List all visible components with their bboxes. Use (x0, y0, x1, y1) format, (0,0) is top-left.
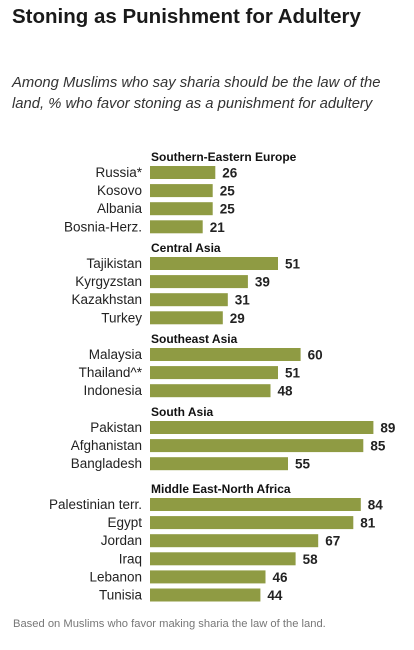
category-label: Bangladesh (71, 456, 142, 471)
bar (150, 275, 248, 289)
bar (150, 588, 261, 602)
chart-title: Stoning as Punishment for Adultery (12, 5, 361, 28)
bar (150, 457, 288, 471)
bar (150, 257, 278, 270)
bar (150, 552, 296, 566)
chart-subtitle: Among Muslims who say sharia should be t… (12, 75, 381, 112)
category-label: Bosnia-Herz. (64, 219, 142, 234)
category-label: Egypt (107, 515, 142, 530)
category-label: Thailand^* (79, 365, 143, 380)
group-heading: Middle East-North Africa (151, 482, 291, 496)
category-label: Indonesia (83, 383, 142, 398)
group-heading: Southern-Eastern Europe (151, 150, 297, 164)
value-label: 48 (278, 384, 294, 399)
bar (150, 534, 319, 548)
value-label: 25 (220, 202, 236, 217)
source-note: Based on Muslims who favor making sharia… (13, 618, 326, 630)
value-label: 21 (210, 220, 226, 235)
category-label: Palestinian terr. (49, 497, 142, 512)
value-label: 55 (295, 457, 311, 472)
bar (150, 498, 361, 511)
bar (150, 184, 213, 198)
category-label: Lebanon (89, 569, 142, 584)
bar (150, 220, 203, 234)
bar (150, 570, 266, 584)
group-heading: Southeast Asia (151, 332, 238, 346)
value-label: 39 (255, 275, 270, 290)
value-label: 84 (368, 498, 384, 513)
bar (150, 311, 223, 325)
bar-chart: Southern-Eastern Europe Russia* 26 Kosovo 25… (49, 150, 395, 603)
category-label: Jordan (101, 533, 142, 548)
category-label: Turkey (101, 310, 142, 325)
value-label: 51 (285, 257, 301, 272)
value-label: 85 (370, 439, 386, 454)
value-label: 60 (308, 348, 323, 363)
value-label: 81 (360, 516, 376, 531)
bar (150, 516, 354, 530)
bar (150, 293, 228, 307)
category-label: Tajikistan (86, 256, 142, 271)
bar (150, 366, 278, 380)
category-label: Afghanistan (71, 438, 142, 453)
group-heading: South Asia (151, 405, 214, 419)
category-label: Malaysia (89, 347, 143, 362)
value-label: 31 (235, 293, 251, 308)
value-label: 67 (325, 534, 340, 549)
bar (150, 166, 216, 179)
category-label: Tunisia (99, 588, 143, 603)
value-label: 51 (285, 366, 301, 381)
value-label: 26 (222, 166, 238, 181)
category-label: Kazakhstan (71, 292, 142, 307)
value-label: 44 (267, 588, 283, 603)
value-label: 89 (380, 421, 395, 436)
group-heading: Central Asia (151, 241, 221, 255)
bar (150, 384, 271, 398)
category-label: Russia* (95, 165, 142, 180)
value-label: 46 (273, 570, 289, 585)
bar (150, 348, 301, 361)
value-label: 58 (303, 552, 319, 567)
category-label: Albania (97, 201, 143, 216)
bar (150, 439, 364, 453)
category-label: Kyrgyzstan (75, 274, 142, 289)
category-label: Pakistan (90, 420, 142, 435)
bar (150, 202, 213, 216)
value-label: 25 (220, 184, 236, 199)
value-label: 29 (230, 311, 245, 326)
category-label: Iraq (119, 551, 142, 566)
bar (150, 421, 374, 434)
category-label: Kosovo (97, 183, 142, 198)
